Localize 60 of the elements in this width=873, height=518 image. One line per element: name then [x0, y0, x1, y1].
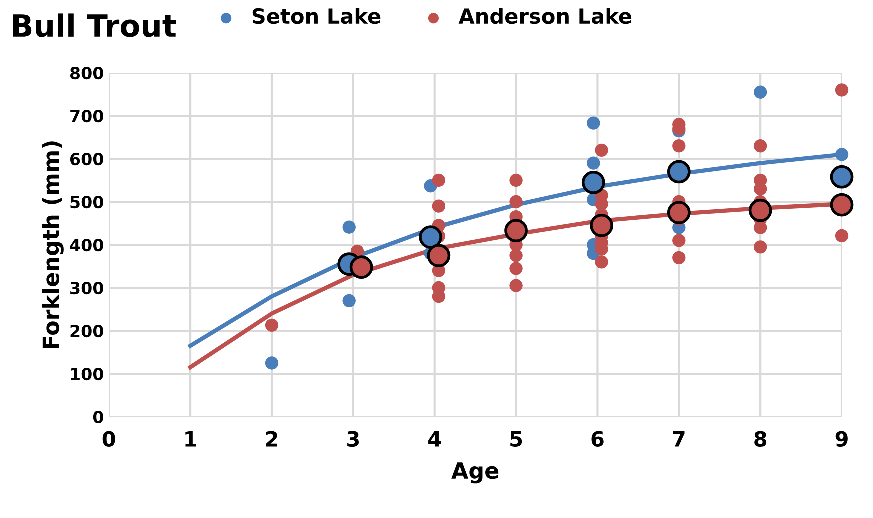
y-tick-label: 500 — [70, 196, 104, 209]
x-tick-label: 8 — [754, 431, 767, 448]
point — [427, 244, 451, 268]
chart-title: Bull Trout — [13, 14, 176, 38]
y-tick-label: 200 — [70, 324, 104, 338]
point — [432, 174, 446, 188]
point — [510, 249, 523, 262]
y-tick-label: 100 — [71, 368, 104, 381]
y-tick-label: 800 — [70, 67, 104, 80]
x-tick-label: 5 — [510, 432, 522, 448]
point — [342, 294, 356, 308]
y-axis-title: Forklength (mm) — [42, 142, 64, 348]
y-tick-label: 300 — [70, 282, 104, 295]
point — [672, 251, 686, 264]
legend-label: Seton Lake — [252, 8, 381, 24]
y-tick-label: 0 — [93, 410, 104, 424]
point — [667, 201, 691, 224]
point — [835, 84, 849, 97]
point — [587, 116, 600, 130]
point — [587, 156, 600, 170]
y-tick-label: 700 — [70, 110, 104, 123]
x-axis-title: Age — [452, 462, 499, 484]
point — [835, 148, 849, 162]
x-tick-label: 1 — [186, 432, 196, 447]
x-tick-label: 2 — [266, 431, 278, 447]
point — [672, 140, 686, 153]
point — [510, 195, 523, 209]
point — [672, 234, 686, 248]
point — [432, 200, 446, 213]
legend-label: Anderson Lake — [458, 8, 632, 24]
point — [510, 174, 523, 188]
point — [830, 193, 854, 217]
point — [595, 256, 608, 269]
point — [432, 290, 446, 304]
point — [830, 165, 854, 189]
x-tick-label: 9 — [836, 431, 848, 448]
point — [835, 229, 849, 243]
point — [265, 318, 279, 332]
x-tick-label: 4 — [428, 432, 442, 447]
point — [342, 220, 356, 234]
point — [350, 256, 374, 280]
point — [754, 140, 768, 153]
y-tick-label: 600 — [70, 152, 104, 166]
point — [748, 198, 772, 222]
point — [504, 219, 528, 243]
point — [754, 240, 768, 254]
point — [265, 356, 279, 370]
point — [510, 279, 523, 292]
x-tick-label: 7 — [673, 432, 685, 447]
x-tick-label: 3 — [348, 431, 360, 448]
point — [667, 160, 691, 184]
x-tick-label: 6 — [592, 431, 604, 448]
point — [419, 226, 442, 249]
y-tick-label: 400 — [70, 238, 104, 252]
x-tick-label: 0 — [102, 431, 116, 448]
point — [754, 182, 768, 196]
point — [754, 86, 768, 99]
point — [510, 262, 523, 276]
point — [582, 170, 606, 194]
point — [595, 144, 608, 158]
